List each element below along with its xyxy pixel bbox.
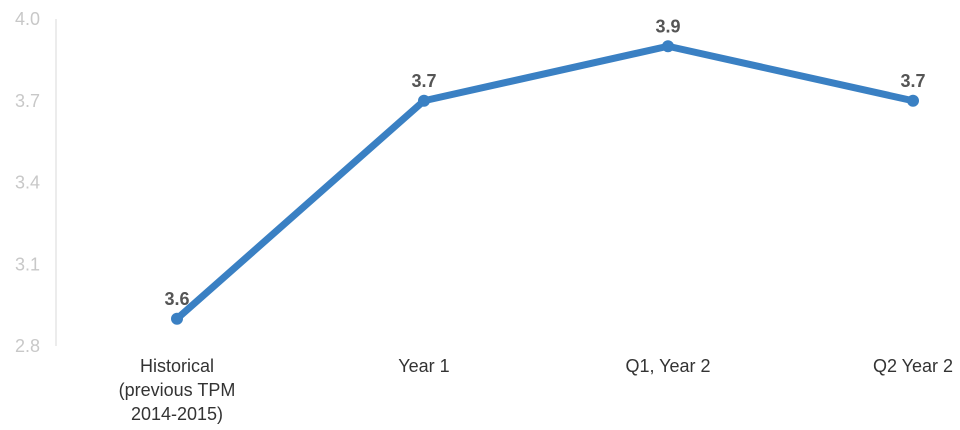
data-label: 3.7 [900, 71, 925, 91]
y-tick-label: 3.1 [15, 254, 40, 274]
data-point [171, 312, 183, 325]
x-tick-label: Q1, Year 2 [625, 356, 710, 376]
y-tick-label: 3.7 [15, 91, 40, 111]
y-tick-label: 3.4 [15, 173, 40, 193]
data-label: 3.7 [411, 71, 436, 91]
data-labels: 3.6 3.7 3.9 3.7 [164, 16, 925, 309]
data-point [907, 94, 919, 107]
x-tick-label: Year 1 [398, 356, 449, 376]
y-axis-ticks: 2.8 3.1 3.4 3.7 4.0 [15, 9, 40, 356]
x-axis-ticks: Historical (previous TPM 2014-2015) Year 1 Q… [119, 356, 953, 424]
data-label: 3.9 [655, 16, 680, 36]
data-points [171, 40, 919, 325]
data-point [662, 40, 674, 53]
x-tick-label: Q2 Year 2 [873, 356, 953, 376]
data-label: 3.6 [164, 289, 189, 309]
x-tick-label: Historical (previous TPM 2014-2015) [119, 356, 236, 424]
y-tick-label: 4.0 [15, 9, 40, 29]
y-tick-label: 2.8 [15, 336, 40, 356]
series-line [173, 42, 917, 323]
data-point [418, 94, 430, 107]
